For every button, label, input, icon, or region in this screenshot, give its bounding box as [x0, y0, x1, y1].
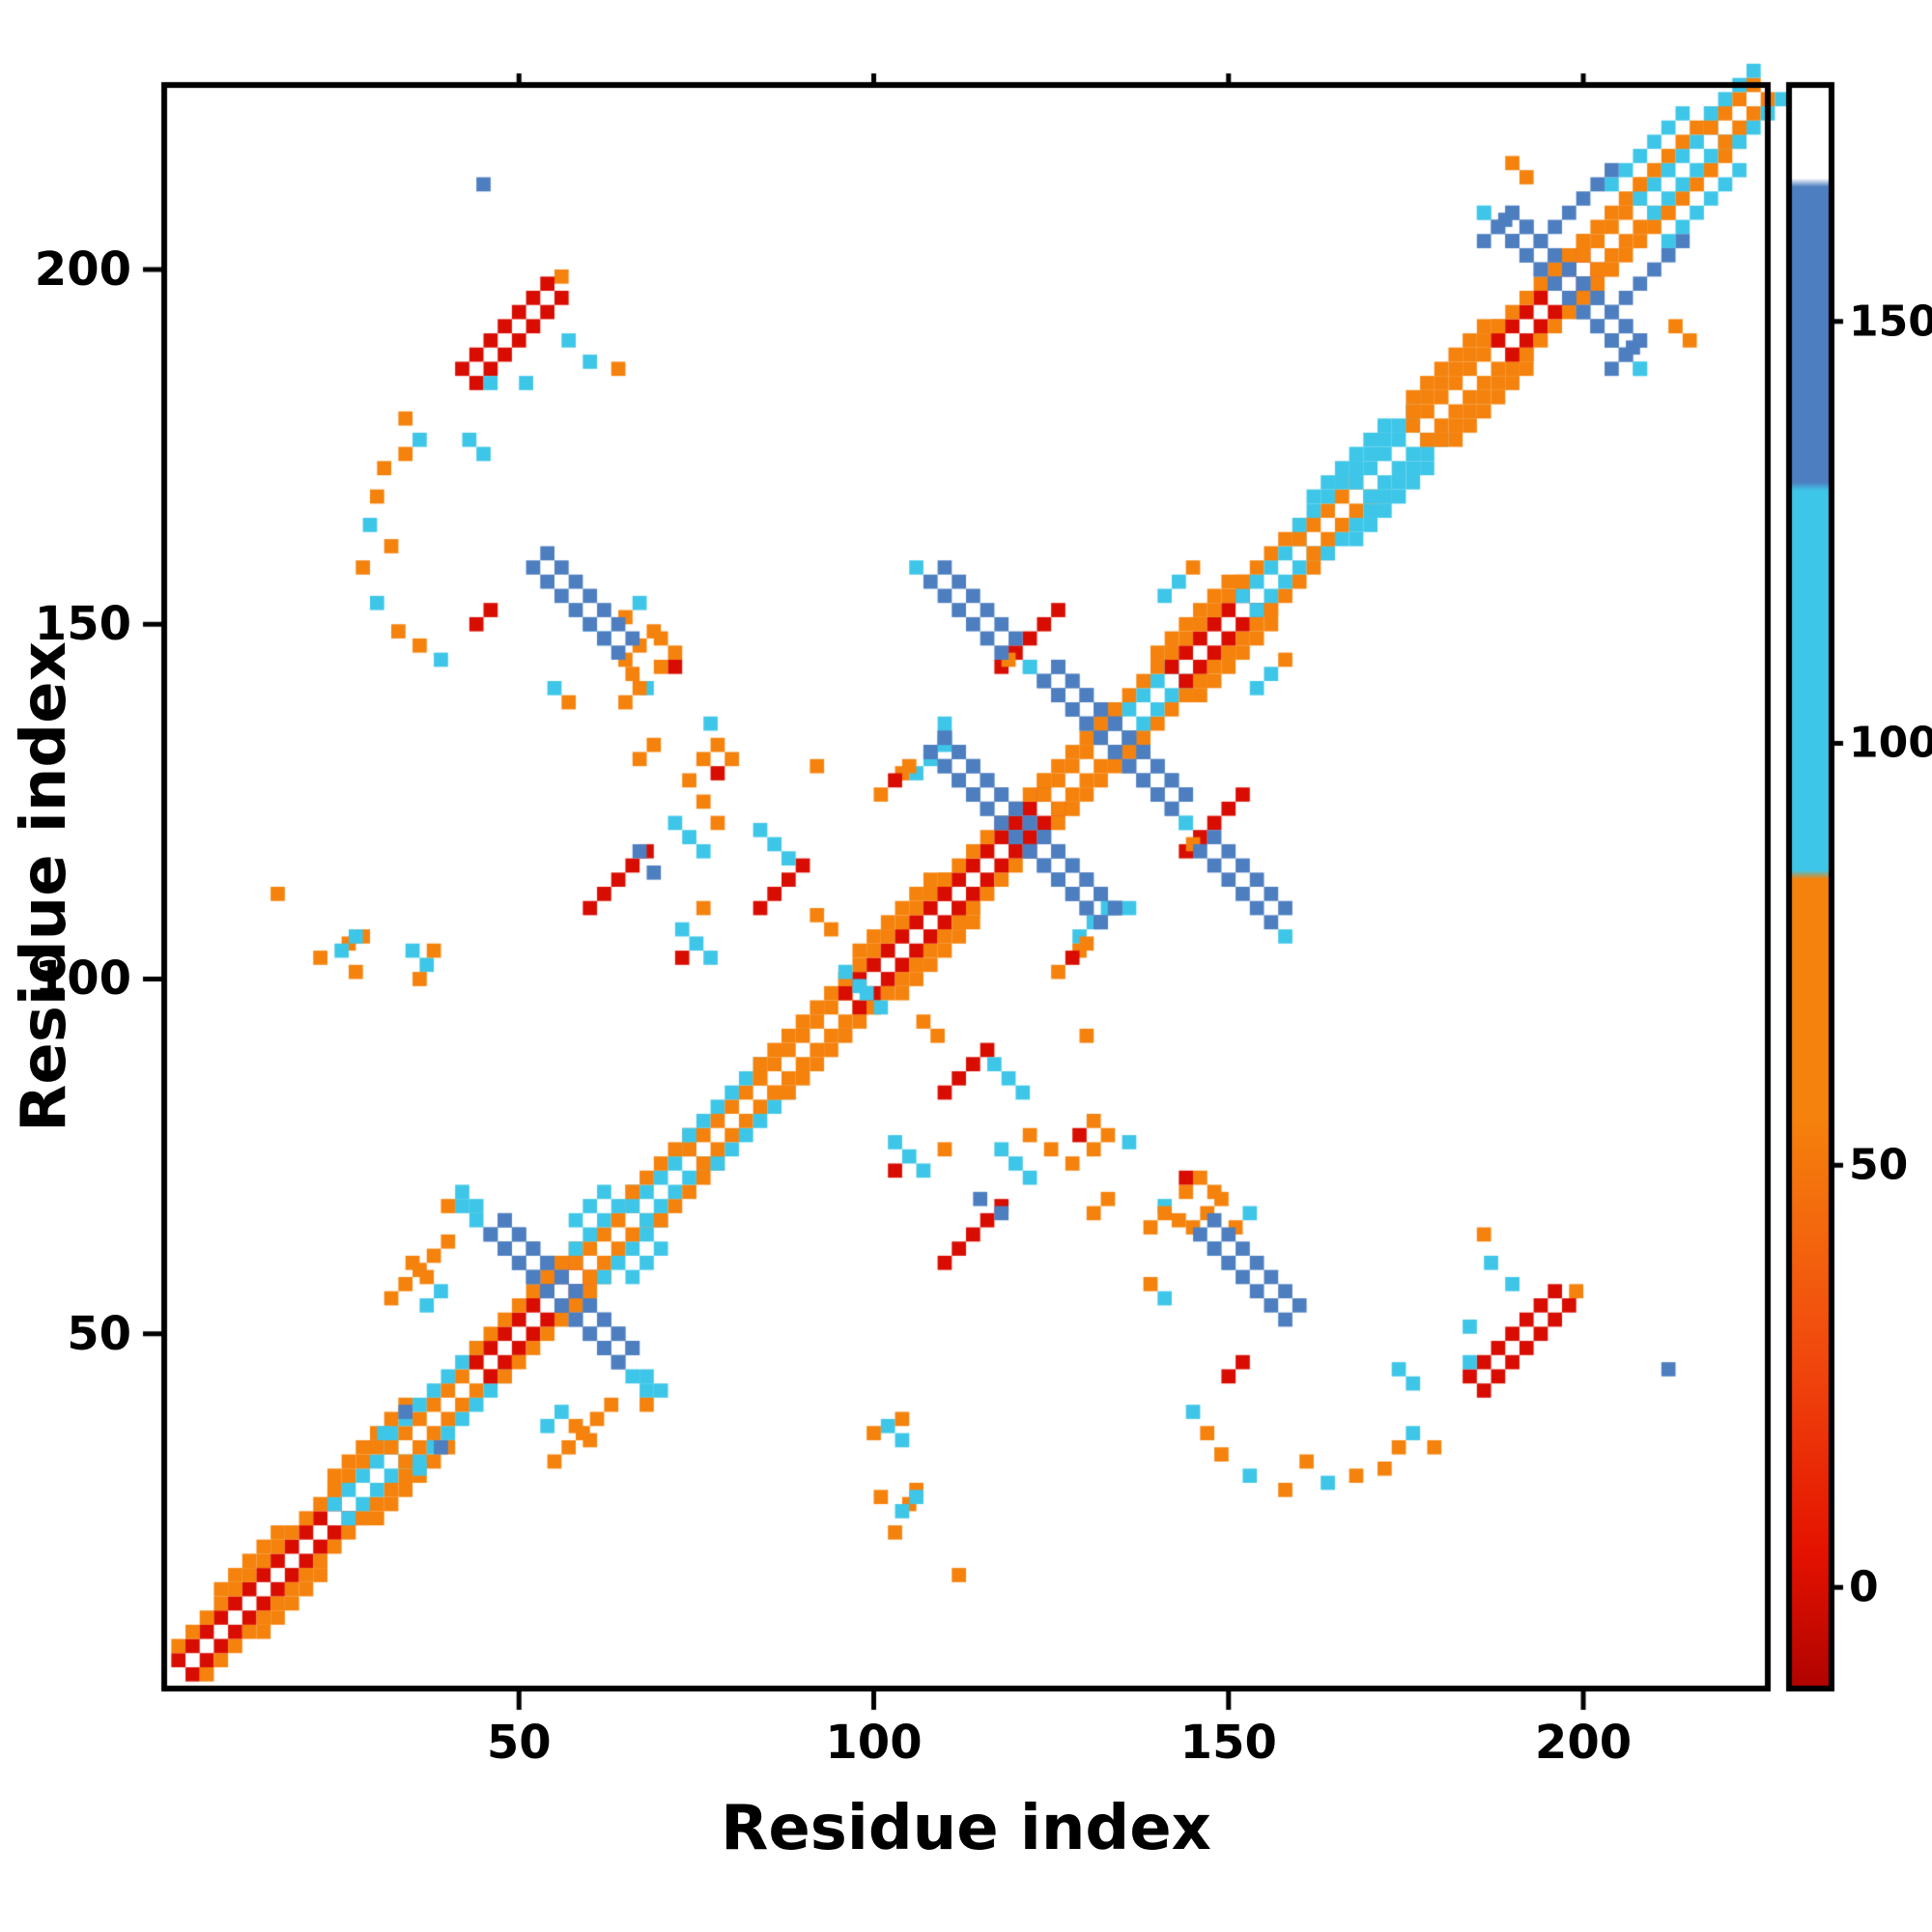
y-tick-label: 150 [34, 597, 131, 652]
x-tick-label: 100 [825, 1716, 923, 1770]
y-tick-label: 200 [34, 242, 131, 297]
colorbar-tick-label: 0 [1849, 1562, 1879, 1612]
colorbar-tick-label: 100 [1849, 718, 1932, 768]
x-axis-label: Residue index [721, 1793, 1211, 1864]
x-tick-label: 200 [1534, 1716, 1633, 1770]
y-axis-label: Residue index [9, 641, 80, 1132]
colorbar-tick-label: 50 [1849, 1140, 1909, 1190]
y-tick-label: 100 [34, 952, 131, 1007]
colorbar-tick-label: 150 [1849, 297, 1932, 347]
y-tick-label: 50 [67, 1306, 131, 1361]
x-tick-label: 50 [486, 1716, 552, 1770]
x-tick-label: 150 [1179, 1716, 1277, 1770]
